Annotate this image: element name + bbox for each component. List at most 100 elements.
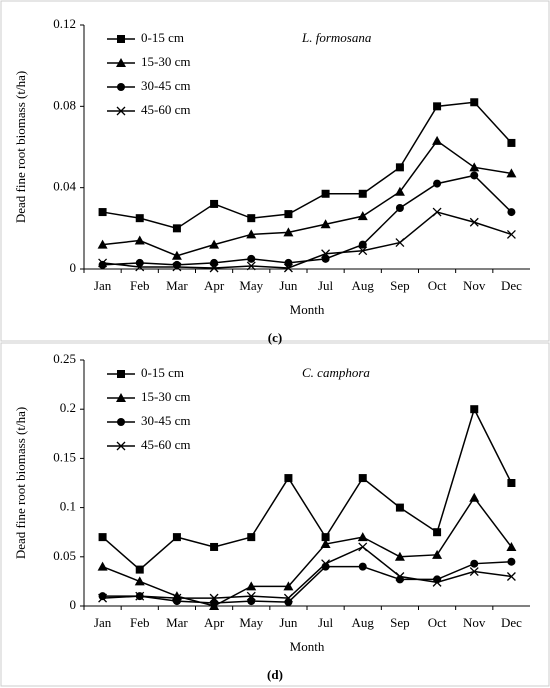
x-tick-label: Oct (428, 278, 447, 293)
data-point (358, 562, 367, 571)
data-point (172, 262, 182, 272)
data-point (210, 599, 219, 608)
data-point (358, 474, 367, 483)
data-point (247, 597, 256, 606)
legend-label: 45-60 cm (141, 437, 190, 452)
legend-marker (117, 83, 125, 91)
data-point (507, 138, 516, 147)
data-point (506, 168, 517, 178)
x-tick-label: Feb (130, 278, 150, 293)
data-point (432, 135, 443, 145)
x-tick-label: May (239, 615, 263, 630)
data-point (395, 572, 405, 581)
data-point (432, 549, 443, 559)
y-tick-label: 0.12 (53, 16, 76, 31)
series-line (102, 546, 512, 599)
x-tick-label: Oct (428, 615, 447, 630)
data-point (210, 542, 219, 551)
series-line (102, 211, 512, 269)
data-point (171, 250, 182, 260)
legend-label: 30-45 cm (141, 78, 190, 93)
data-point (135, 262, 145, 272)
x-tick-label: Aug (352, 278, 375, 293)
data-point (172, 593, 182, 603)
x-axis-label: Month (290, 639, 325, 654)
data-point (506, 541, 517, 551)
data-point (432, 207, 442, 217)
data-point (283, 593, 293, 603)
legend-label: 45-60 cm (141, 102, 190, 117)
legend-label: 15-30 cm (141, 54, 190, 69)
data-point (394, 186, 405, 196)
data-point (97, 239, 108, 249)
x-tick-label: Aug (352, 615, 375, 630)
legend-marker (116, 441, 126, 451)
data-point (135, 565, 144, 574)
x-tick-label: Sep (390, 278, 410, 293)
data-point (433, 102, 442, 111)
data-point (320, 539, 331, 549)
legend-marker (116, 393, 126, 402)
y-tick-label: 0.15 (53, 449, 76, 464)
caption: (c) (268, 330, 282, 345)
series-line (102, 560, 512, 604)
data-point (469, 492, 480, 502)
data-point (506, 229, 516, 239)
data-point (358, 240, 367, 249)
data-point (209, 263, 219, 273)
data-point (210, 258, 219, 267)
data-point (210, 199, 219, 208)
x-tick-label: Nov (463, 278, 486, 293)
data-point (470, 98, 479, 107)
data-point (358, 246, 368, 256)
data-point (321, 533, 330, 542)
data-point (135, 214, 144, 223)
data-point (470, 405, 479, 414)
data-point (321, 249, 331, 259)
data-point (320, 219, 331, 229)
x-tick-label: Nov (463, 615, 486, 630)
data-point (470, 171, 479, 180)
data-point (395, 503, 404, 512)
x-tick-label: Jun (279, 615, 298, 630)
data-point (246, 581, 257, 591)
y-tick-label: 0.04 (53, 179, 76, 194)
legend-label: 0-15 cm (141, 30, 184, 45)
data-point (134, 235, 145, 245)
data-point (357, 532, 368, 542)
data-point (98, 258, 108, 268)
data-point (507, 208, 516, 217)
data-point (321, 189, 330, 198)
x-tick-label: Jul (318, 615, 334, 630)
x-tick-label: Apr (204, 278, 225, 293)
data-point (433, 179, 442, 188)
data-point (97, 561, 108, 571)
data-point (284, 210, 293, 219)
y-axis-label: Dead fine root biomass (t/ha) (13, 407, 28, 559)
data-point (246, 229, 257, 239)
data-point (284, 474, 293, 483)
y-tick-label: 0.2 (60, 400, 76, 415)
legend-label: 0-15 cm (141, 365, 184, 380)
data-point (209, 239, 220, 249)
legend-label: 15-30 cm (141, 389, 190, 404)
caption: (d) (267, 667, 283, 682)
annotation: C. camphora (302, 365, 370, 380)
data-point (395, 163, 404, 172)
data-point (98, 593, 108, 603)
data-point (284, 258, 293, 267)
x-tick-label: Jan (94, 615, 112, 630)
data-point (433, 528, 442, 537)
x-tick-label: Dec (501, 278, 522, 293)
series-line (102, 407, 513, 571)
data-point (358, 542, 368, 552)
series-line (102, 496, 513, 607)
data-point (469, 162, 480, 172)
panel-frame (0, 0, 550, 342)
data-point (247, 214, 256, 223)
annotation: L. formosana (301, 30, 372, 45)
series-line (102, 101, 512, 230)
y-tick-label: 0.1 (60, 499, 76, 514)
data-point (172, 224, 181, 233)
